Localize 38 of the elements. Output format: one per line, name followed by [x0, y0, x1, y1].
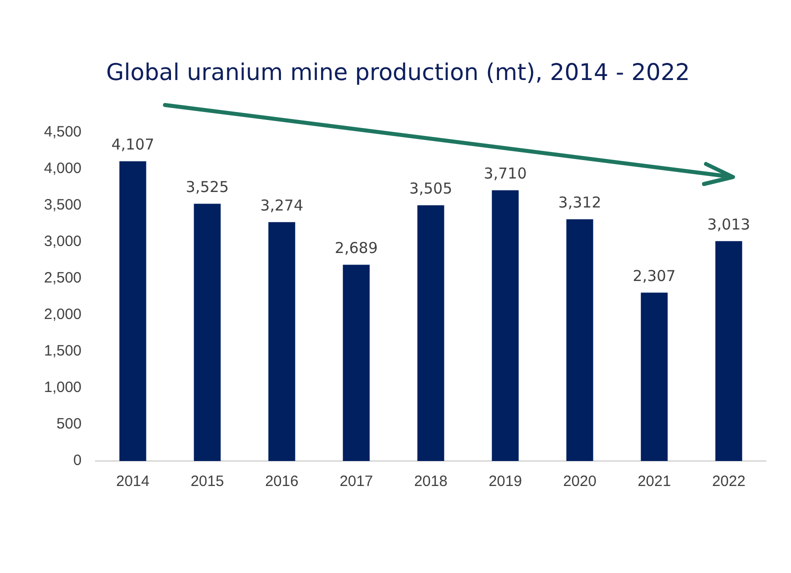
data-label: 3,312 — [558, 194, 602, 212]
x-tick-label: 2015 — [190, 473, 224, 490]
x-tick-label: 2019 — [488, 473, 522, 490]
data-label: 2,307 — [632, 267, 676, 286]
y-tick-label: 0 — [73, 452, 82, 470]
data-label: 3,525 — [186, 178, 229, 196]
y-tick-label: 4,500 — [44, 124, 82, 141]
x-tick-label: 2018 — [414, 473, 448, 490]
bar — [492, 190, 519, 461]
y-tick-label: 4,000 — [44, 160, 82, 178]
bar — [566, 219, 594, 461]
x-tick-label: 2020 — [563, 473, 596, 490]
chart-title: Global uranium mine production (mt), 2014 - 2022 — [106, 60, 690, 86]
y-tick-label: 3,000 — [44, 233, 82, 250]
data-label: 4,107 — [111, 136, 154, 154]
y-tick-label: 2,500 — [44, 270, 82, 287]
y-tick-label: 1,000 — [44, 379, 82, 396]
x-tick-label: 2016 — [265, 473, 298, 490]
y-tick-label: 500 — [56, 416, 82, 433]
x-tick-label: 2021 — [638, 473, 671, 490]
data-label: 3,710 — [484, 164, 527, 183]
y-tick-label: 3,500 — [44, 196, 82, 214]
bar — [417, 205, 444, 461]
bar — [342, 264, 370, 461]
bar — [640, 292, 668, 461]
y-tick-label: 2,000 — [44, 306, 82, 324]
data-label: 2,689 — [334, 239, 378, 258]
x-tick-label: 2017 — [340, 473, 373, 490]
data-label: 3,505 — [409, 180, 452, 198]
x-tick-label: 2022 — [712, 473, 746, 490]
bar — [119, 161, 146, 461]
bar — [194, 204, 221, 461]
y-tick-label: 1,500 — [44, 342, 82, 360]
data-label: 3,274 — [260, 196, 304, 214]
bar — [268, 222, 296, 461]
bar — [715, 241, 742, 461]
x-tick-label: 2014 — [116, 473, 150, 490]
data-label: 3,013 — [707, 216, 750, 234]
